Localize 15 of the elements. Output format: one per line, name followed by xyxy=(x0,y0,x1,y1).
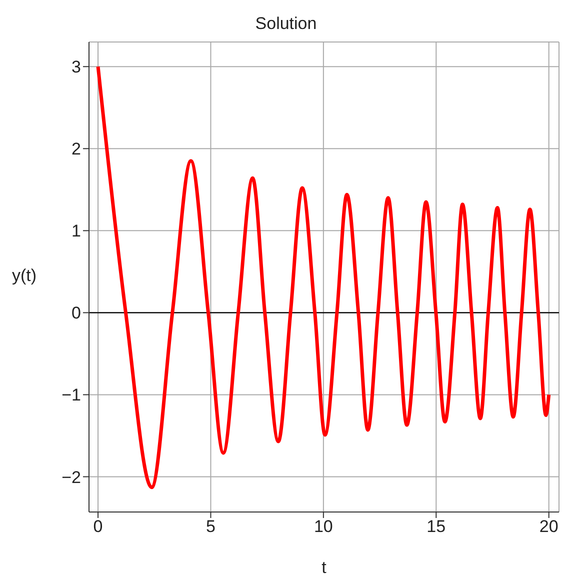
y-tick-label: 2 xyxy=(72,140,81,159)
x-tick-label: 10 xyxy=(314,517,333,536)
x-axis-title: t xyxy=(320,558,328,578)
line-series xyxy=(96,64,551,490)
y-tick-label: −2 xyxy=(62,468,81,487)
x-tick-label: 15 xyxy=(426,517,446,536)
x-tick-label: 0 xyxy=(93,517,103,536)
y-tick-label: 1 xyxy=(72,222,81,241)
y-tick-label: 0 xyxy=(72,304,81,323)
y-tick-label: 3 xyxy=(72,58,81,77)
chart-title: Solution xyxy=(254,14,318,34)
y-axis-title: y(t) xyxy=(12,266,37,286)
y-tick-label: −1 xyxy=(62,386,81,405)
x-tick-label: 5 xyxy=(206,517,216,536)
x-tick-label: 20 xyxy=(539,517,558,536)
